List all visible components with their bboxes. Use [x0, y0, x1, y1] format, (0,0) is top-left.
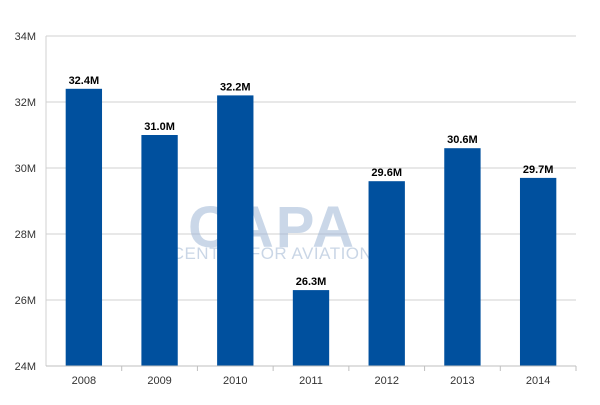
y-tick-label: 28M	[15, 229, 36, 241]
x-tick-label: 2014	[526, 375, 550, 387]
x-tick-label: 2009	[147, 375, 171, 387]
bar-2012	[368, 181, 405, 366]
bar-2010	[217, 95, 254, 367]
x-tick-label: 2010	[223, 375, 247, 387]
data-label: 26.3M	[296, 276, 327, 288]
watermark-main-text: CAPA	[188, 195, 356, 260]
data-label: 31.0M	[144, 121, 175, 133]
capa-watermark-logo: CAPA CENTRE FOR AVIATION	[172, 195, 373, 263]
bars	[65, 88, 557, 367]
axes: 24M 26M 28M 30M 32M 34M 2008 2009 2010 2011 2012 20…	[15, 31, 577, 387]
bar-2013	[444, 148, 481, 366]
y-tick-label: 26M	[15, 295, 36, 307]
data-labels: 32.4M 31.0M 32.2M 26.3M 29.6M 30.6M 29.7M	[69, 75, 554, 288]
bar-2011	[292, 290, 330, 366]
x-tick-label: 2008	[72, 375, 96, 387]
y-tick-label: 32M	[15, 97, 36, 109]
data-label: 30.6M	[447, 134, 478, 146]
data-label: 32.4M	[69, 75, 100, 87]
bar-2009	[141, 135, 178, 366]
watermark-sub-text: CENTRE FOR AVIATION	[172, 244, 373, 263]
x-tick-label: 2012	[374, 375, 398, 387]
y-tick-label: 30M	[15, 163, 36, 175]
data-label: 32.2M	[220, 81, 251, 93]
x-tick-label: 2011	[299, 375, 323, 387]
y-tick-label: 34M	[15, 31, 36, 43]
x-tick-label: 2013	[450, 375, 474, 387]
data-label: 29.6M	[371, 167, 402, 179]
data-label: 29.7M	[523, 164, 554, 176]
bar-2014	[519, 177, 557, 366]
y-tick-label: 24M	[15, 361, 36, 373]
gridlines	[46, 35, 576, 301]
bar-2008	[65, 88, 103, 367]
